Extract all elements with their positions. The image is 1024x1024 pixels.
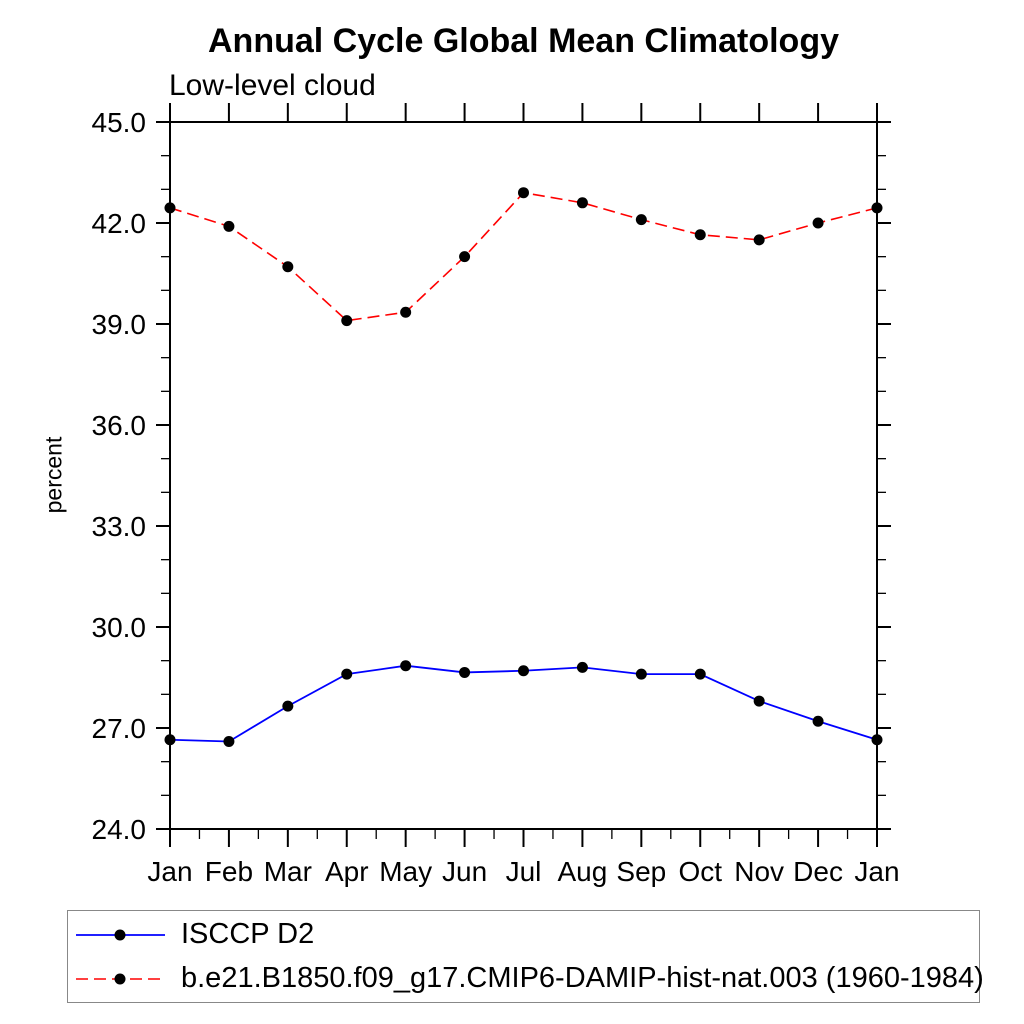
series-line-0 (169, 664, 878, 743)
data-point-marker (635, 214, 647, 226)
x-tick-label: Feb (205, 856, 253, 887)
data-point-marker (341, 315, 353, 327)
x-tick-label: Oct (678, 856, 722, 887)
data-point-marker (576, 197, 588, 209)
y-tick-label: 36.0 (92, 410, 147, 441)
data-point-marker (635, 668, 647, 680)
data-point-marker (518, 187, 529, 199)
x-tick-label: Jan (854, 856, 899, 887)
y-tick-label: 27.0 (92, 713, 147, 744)
data-point-marker (400, 660, 412, 672)
data-point-marker (341, 668, 353, 680)
legend-item-model-run: b.e21.B1850.f09_g17.CMIP6-DAMIP-hist-nat… (68, 957, 984, 1001)
y-tick-label: 39.0 (92, 309, 147, 340)
data-point-marker (223, 220, 235, 232)
data-point-marker (812, 217, 824, 229)
x-tick-label: Jul (506, 856, 542, 887)
x-tick-label: Jan (147, 856, 192, 887)
legend-swatch-blue-solid (76, 929, 165, 940)
legend-label-model-run: b.e21.B1850.f09_g17.CMIP6-DAMIP-hist-nat… (181, 962, 984, 994)
data-point-marker (282, 261, 294, 273)
data-point-marker (518, 665, 529, 677)
y-tick-label: 42.0 (92, 208, 147, 239)
data-point-marker (164, 202, 176, 214)
legend-label-isccp-d2: ISCCP D2 (181, 918, 315, 950)
legend-item-isccp-d2: ISCCP D2 (68, 913, 979, 957)
x-tick-label: May (379, 856, 432, 887)
legend-swatch-red-dashed (76, 973, 165, 984)
x-tick-label: Sep (616, 856, 666, 887)
y-tick-label: 30.0 (92, 612, 147, 643)
data-point-marker (812, 715, 824, 727)
chart-title: Annual Cycle Global Mean Climatology (208, 22, 839, 60)
data-point-marker (694, 668, 706, 680)
x-tick-label: Jun (442, 856, 487, 887)
series-line-1 (169, 191, 878, 322)
data-point-marker (400, 306, 412, 318)
data-point-marker (459, 251, 471, 263)
x-tick-label: Nov (734, 856, 784, 887)
legend-marker-icon (114, 929, 126, 940)
y-tick-label: 33.0 (92, 511, 147, 542)
data-point-marker (282, 700, 294, 712)
legend-box: ISCCP D2 b.e21.B1850.f09_g17.CMIP6-DAMIP… (67, 910, 984, 1003)
data-point-marker (223, 735, 235, 747)
data-point-marker (164, 734, 176, 746)
chart-subtitle: Low-level cloud (169, 69, 376, 102)
y-tick-label: 45.0 (92, 107, 147, 138)
x-tick-label: Apr (325, 856, 369, 887)
data-point-marker (576, 661, 588, 673)
y-tick-label: 24.0 (92, 814, 147, 845)
data-point-marker (871, 734, 883, 746)
x-tick-label: Mar (264, 856, 312, 887)
x-tick-label: Aug (558, 856, 608, 887)
data-point-marker (694, 229, 706, 241)
data-point-marker (753, 234, 765, 246)
legend-marker-icon (114, 973, 126, 984)
data-point-marker (753, 695, 765, 707)
x-tick-label: Dec (793, 856, 843, 887)
data-point-marker (871, 202, 883, 214)
data-point-marker (459, 666, 471, 678)
axis-box (169, 121, 878, 830)
